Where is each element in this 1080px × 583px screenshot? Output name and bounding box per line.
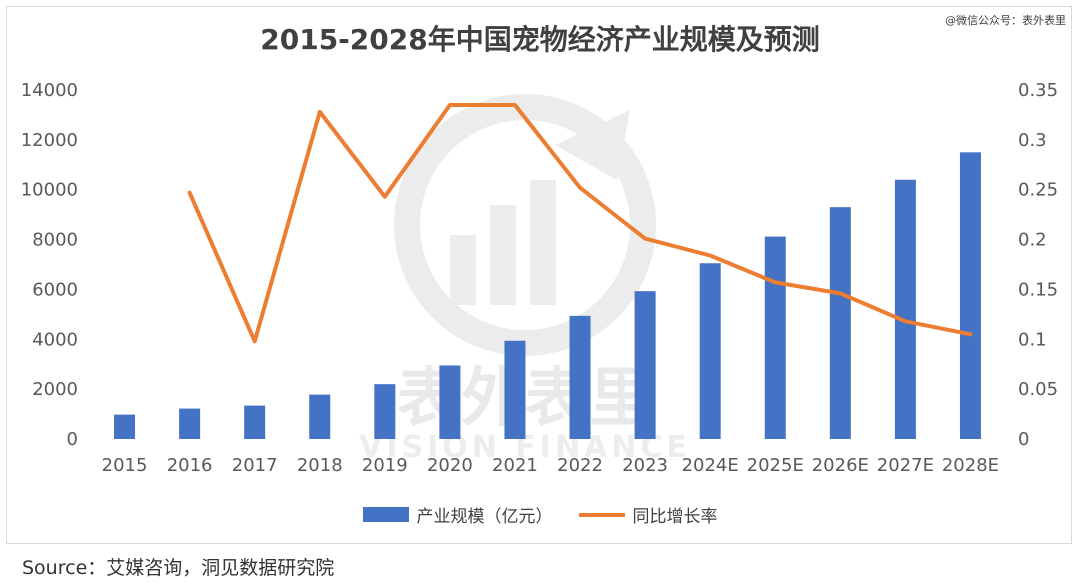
left-tick-label: 4000 [32,329,78,350]
left-tick-label: 12000 [21,130,78,151]
x-tick-label: 2019 [362,455,408,476]
bar-2019 [374,384,396,439]
x-tick-label: 2016 [167,455,213,476]
bar-2028E [959,152,981,440]
bar-2020 [439,365,461,439]
right-tick-label: 0.05 [1018,379,1058,400]
bar-2017 [244,405,266,439]
x-tick-label: 2027E [877,455,934,476]
bar-2025E [764,236,786,439]
bar-2023 [634,291,656,439]
legend: 产业规模（亿元） 同比增长率 [0,502,1080,527]
legend-item-line: 同比增长率 [578,502,718,527]
left-tick-label: 2000 [32,379,78,400]
x-tick-label: 2025E [747,455,804,476]
x-tick-label: 2024E [682,455,739,476]
bar-2027E [894,179,916,439]
source-note: Source：艾媒咨询，洞见数据研究院 [22,557,335,579]
growth-rate-line [187,103,973,344]
x-tick-label: 2017 [232,455,278,476]
x-tick-label: 2023 [622,455,668,476]
x-tick-label: 2015 [102,455,148,476]
left-axis: 0 2000 4000 6000 8000 10000 12000 14000 [21,80,78,450]
credit-text: @微信公众号：表外表里 [945,14,1066,27]
x-axis-labels: 2015 2016 2017 2018 2019 2020 2021 2022 2023 2024… [102,455,999,476]
x-tick-label: 2028E [942,455,999,476]
right-tick-label: 0.1 [1018,329,1047,350]
right-tick-label: 0.15 [1018,279,1058,300]
right-tick-label: 0 [1018,429,1029,450]
bar-2016 [179,408,201,439]
left-tick-label: 0 [67,429,78,450]
right-tick-label: 0.2 [1018,230,1047,251]
right-tick-label: 0.35 [1018,80,1058,101]
right-tick-label: 0.25 [1018,180,1058,201]
bar-2015 [114,414,136,439]
right-axis: 0 0.05 0.1 0.15 0.2 0.25 0.3 0.35 [1018,80,1058,450]
legend-item-bar: 产业规模（亿元） [362,502,553,527]
legend-label-line: 同比增长率 [632,507,718,527]
left-tick-label: 10000 [21,180,78,201]
bar-series [114,152,981,440]
right-tick-label: 0.3 [1018,130,1047,151]
x-tick-label: 2022 [557,455,603,476]
bar-2022 [569,315,591,439]
x-tick-label: 2021 [492,455,538,476]
x-tick-label: 2026E [812,455,869,476]
legend-swatch-line [578,512,625,517]
legend-swatch-bar [362,507,409,522]
x-tick-label: 2020 [427,455,473,476]
legend-label-bar: 产业规模（亿元） [416,507,553,527]
bar-2024E [699,263,721,439]
chart-title: 2015-2028年中国宠物经济产业规模及预测 [260,23,820,56]
left-tick-label: 6000 [32,279,78,300]
bar-2026E [829,207,851,439]
x-tick-label: 2018 [297,455,343,476]
bar-2018 [309,394,331,439]
left-tick-label: 14000 [21,80,78,101]
bar-2021 [504,340,526,439]
left-tick-label: 8000 [32,230,78,251]
